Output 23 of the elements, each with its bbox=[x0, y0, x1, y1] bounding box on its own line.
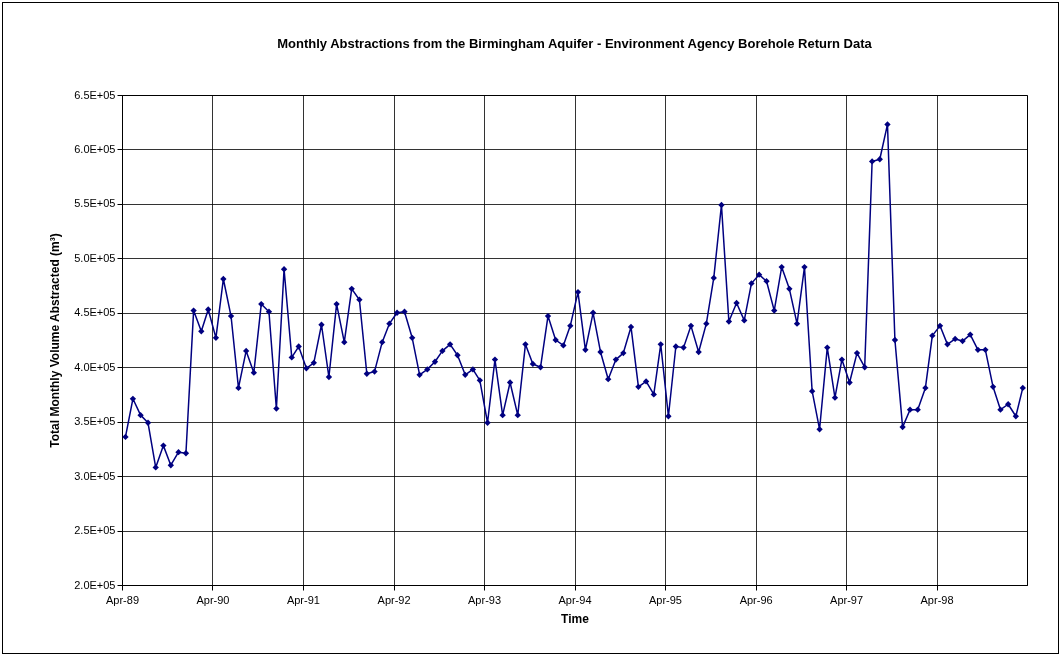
y-axis-title: Total Monthly Volume Abstracted (m³) bbox=[48, 233, 63, 448]
y-tick-label: 3.5E+05 bbox=[74, 415, 116, 428]
x-tick-label: Apr-94 bbox=[558, 593, 592, 606]
x-tick-label: Apr-91 bbox=[286, 593, 320, 606]
y-tick-label: 6.5E+05 bbox=[74, 88, 116, 101]
y-tick-label: 2.5E+05 bbox=[74, 524, 116, 537]
y-tick-label: 4.0E+05 bbox=[74, 360, 116, 373]
y-tick-label: 5.0E+05 bbox=[74, 251, 116, 264]
y-tick-label: 4.5E+05 bbox=[74, 306, 116, 319]
x-tick-label: Apr-89 bbox=[105, 593, 140, 606]
y-tick-label: 3.0E+05 bbox=[74, 469, 116, 482]
y-tick-label: 5.5E+05 bbox=[74, 197, 116, 210]
chart-title: Monthly Abstractions from the Birmingham Aquifer - Environment Agency Borehole Return Data bbox=[277, 36, 873, 51]
x-tick-label: Apr-93 bbox=[468, 593, 502, 606]
y-tick-label: 6.0E+05 bbox=[74, 142, 116, 155]
x-tick-label: Apr-95 bbox=[648, 593, 682, 606]
x-tick-label: Apr-92 bbox=[377, 593, 411, 606]
x-tick-label: Apr-98 bbox=[920, 593, 954, 606]
y-tick-label: 2.0E+05 bbox=[74, 578, 116, 591]
x-axis-title: Time bbox=[561, 611, 590, 626]
x-tick-label: Apr-97 bbox=[830, 593, 864, 606]
x-tick-label: Apr-96 bbox=[739, 593, 773, 606]
x-tick-label: Apr-90 bbox=[196, 593, 230, 606]
